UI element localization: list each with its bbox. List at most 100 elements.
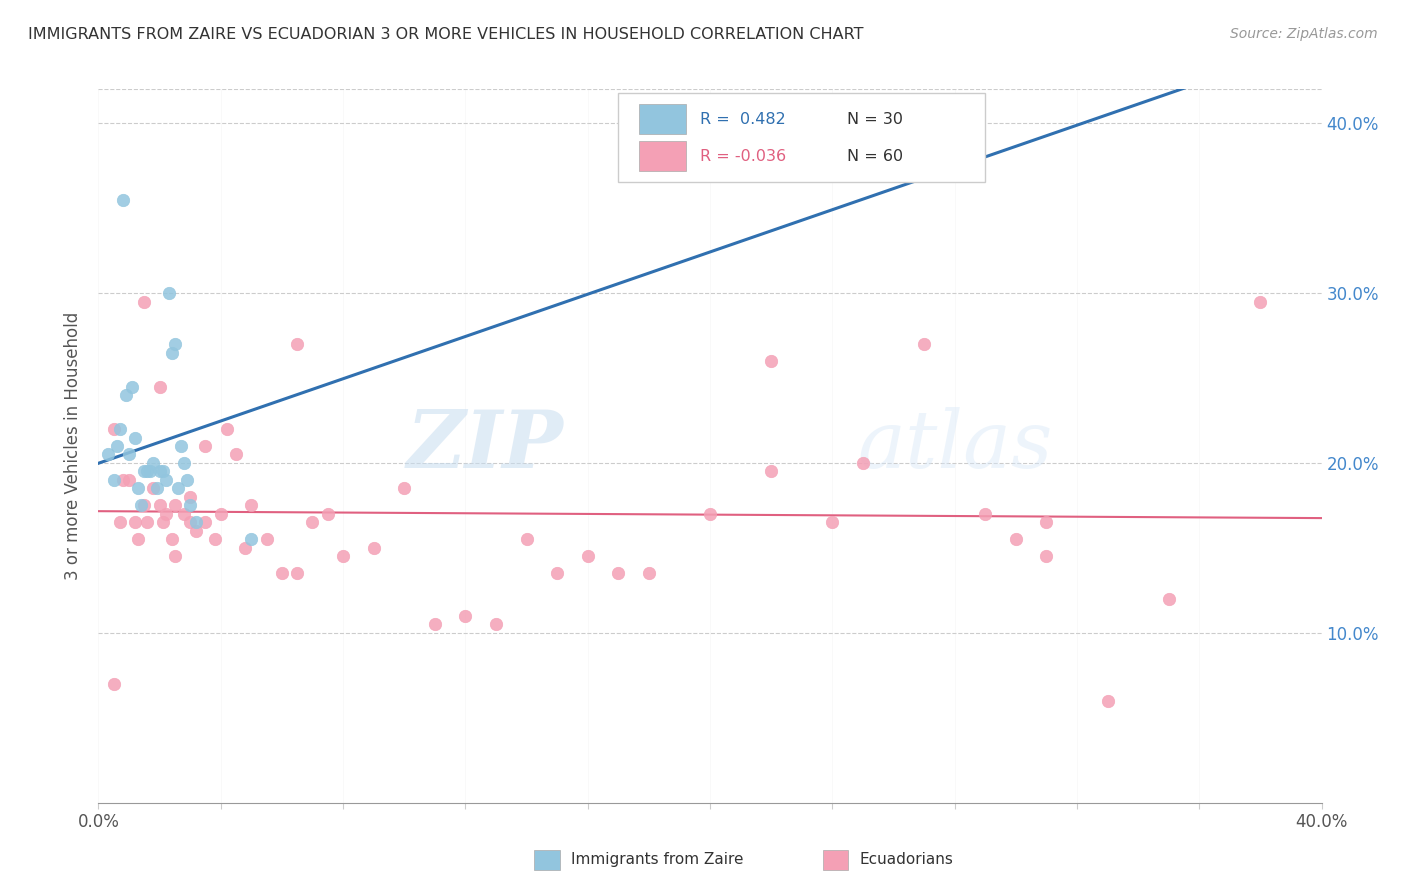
Point	[240, 533, 263, 547]
Point	[155, 473, 177, 487]
Point	[637, 566, 661, 581]
Point	[103, 473, 125, 487]
Point	[516, 533, 538, 547]
Point	[149, 499, 172, 513]
Point	[215, 422, 238, 436]
Point	[225, 448, 247, 462]
Text: Ecuadorians: Ecuadorians	[859, 853, 953, 867]
Point	[134, 499, 156, 513]
Point	[270, 566, 292, 581]
Point	[316, 507, 339, 521]
Point	[170, 439, 193, 453]
Point	[204, 533, 226, 547]
Point	[179, 499, 201, 513]
Text: R = -0.036: R = -0.036	[700, 149, 786, 164]
Point	[142, 482, 165, 496]
Point	[103, 422, 125, 436]
Point	[129, 499, 152, 513]
Point	[194, 439, 217, 453]
Point	[136, 465, 159, 479]
Point	[149, 465, 172, 479]
Point	[179, 490, 201, 504]
Point	[115, 388, 138, 402]
Point	[423, 617, 446, 632]
Point	[943, 125, 966, 139]
Point	[145, 482, 167, 496]
Point	[160, 533, 183, 547]
Text: ZIP: ZIP	[406, 408, 564, 484]
Point	[186, 516, 208, 530]
FancyBboxPatch shape	[534, 850, 560, 870]
Point	[285, 337, 308, 351]
Point	[173, 507, 195, 521]
Point	[186, 524, 208, 538]
Point	[173, 456, 195, 470]
Point	[108, 516, 131, 530]
Point	[152, 465, 174, 479]
Y-axis label: 3 or more Vehicles in Household: 3 or more Vehicles in Household	[65, 312, 83, 580]
Point	[607, 566, 630, 581]
Point	[974, 507, 997, 521]
Point	[142, 456, 165, 470]
Point	[256, 533, 278, 547]
Point	[233, 541, 256, 555]
Text: N = 30: N = 30	[846, 112, 903, 127]
Text: IMMIGRANTS FROM ZAIRE VS ECUADORIAN 3 OR MORE VEHICLES IN HOUSEHOLD CORRELATION : IMMIGRANTS FROM ZAIRE VS ECUADORIAN 3 OR…	[28, 27, 863, 42]
Point	[1097, 694, 1119, 708]
Point	[136, 516, 159, 530]
Point	[163, 499, 186, 513]
Point	[852, 456, 875, 470]
Point	[111, 193, 134, 207]
Point	[240, 499, 263, 513]
Point	[134, 465, 156, 479]
Point	[160, 345, 183, 359]
Point	[285, 566, 308, 581]
Point	[363, 541, 385, 555]
Point	[179, 516, 201, 530]
Point	[155, 507, 177, 521]
FancyBboxPatch shape	[823, 850, 848, 870]
FancyBboxPatch shape	[640, 141, 686, 171]
Point	[699, 507, 721, 521]
Point	[163, 549, 186, 564]
Point	[209, 507, 232, 521]
Text: N = 60: N = 60	[846, 149, 903, 164]
Point	[454, 608, 477, 623]
Point	[912, 337, 935, 351]
Point	[194, 516, 217, 530]
Point	[108, 422, 131, 436]
Point	[127, 482, 149, 496]
Point	[176, 473, 198, 487]
Point	[124, 430, 146, 444]
Point	[121, 379, 143, 393]
Point	[127, 533, 149, 547]
Point	[546, 566, 568, 581]
Point	[124, 516, 146, 530]
Point	[759, 465, 782, 479]
Point	[1004, 533, 1026, 547]
Point	[759, 354, 782, 368]
Text: Source: ZipAtlas.com: Source: ZipAtlas.com	[1230, 27, 1378, 41]
Point	[1157, 591, 1180, 606]
Point	[105, 439, 128, 453]
Point	[118, 448, 141, 462]
Point	[1249, 294, 1271, 309]
Point	[163, 337, 186, 351]
Point	[152, 516, 174, 530]
Point	[157, 286, 180, 301]
Point	[1035, 549, 1057, 564]
Point	[1035, 516, 1057, 530]
Text: R =  0.482: R = 0.482	[700, 112, 786, 127]
Text: Immigrants from Zaire: Immigrants from Zaire	[571, 853, 744, 867]
Point	[111, 473, 134, 487]
Point	[103, 677, 125, 691]
Point	[167, 482, 190, 496]
Point	[97, 448, 120, 462]
Point	[139, 465, 162, 479]
FancyBboxPatch shape	[619, 93, 986, 182]
Point	[149, 379, 172, 393]
Point	[332, 549, 354, 564]
Point	[485, 617, 508, 632]
Point	[118, 473, 141, 487]
Point	[301, 516, 323, 530]
